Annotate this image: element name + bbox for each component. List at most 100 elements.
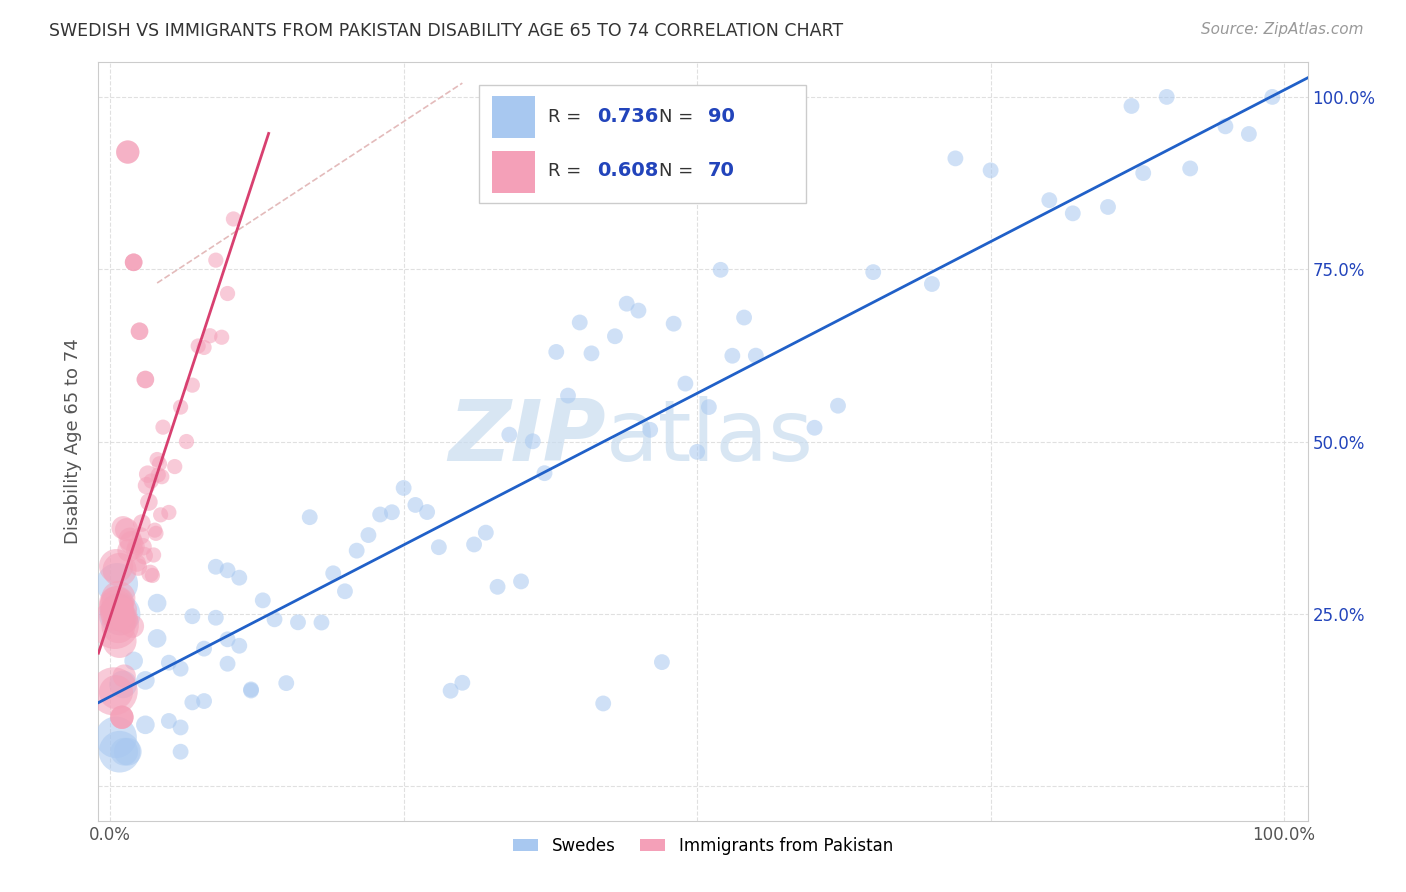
Point	[697, 400, 720, 414]
Point	[1062, 206, 1084, 220]
Point	[603, 329, 626, 343]
Point	[427, 540, 450, 554]
Point	[127, 560, 149, 574]
Point	[498, 427, 520, 442]
Point	[141, 474, 163, 488]
Point	[592, 697, 614, 711]
Point	[120, 532, 142, 546]
Point	[128, 324, 150, 338]
Point	[803, 421, 825, 435]
Point	[105, 607, 128, 621]
Point	[163, 459, 186, 474]
Point	[193, 694, 215, 708]
Point	[733, 310, 755, 325]
Point	[217, 286, 239, 301]
Point	[117, 145, 139, 159]
Point	[1097, 200, 1119, 214]
Point	[451, 675, 474, 690]
Point	[510, 574, 533, 589]
Point	[651, 655, 673, 669]
Point	[217, 657, 239, 671]
Point	[117, 745, 139, 759]
Point	[1261, 90, 1284, 104]
Point	[240, 682, 263, 697]
Point	[204, 253, 226, 268]
Point	[105, 599, 128, 614]
Point	[181, 695, 204, 709]
Point	[139, 566, 162, 581]
Point	[108, 607, 131, 622]
Point	[187, 339, 209, 353]
Point	[176, 434, 198, 449]
Point	[134, 372, 156, 386]
Point	[146, 632, 169, 646]
Point	[122, 255, 145, 269]
Point	[111, 710, 134, 724]
Point	[181, 378, 204, 392]
Point	[745, 349, 768, 363]
Point	[107, 591, 129, 605]
Point	[121, 619, 143, 633]
Point	[115, 523, 138, 537]
Point	[114, 602, 136, 616]
Point	[211, 330, 233, 344]
Point	[145, 526, 167, 541]
Point	[827, 399, 849, 413]
Point	[148, 467, 170, 482]
Point	[181, 609, 204, 624]
Point	[1237, 127, 1260, 141]
Point	[463, 537, 485, 551]
Point	[686, 445, 709, 459]
Point	[198, 328, 221, 343]
Point	[152, 420, 174, 434]
Point	[222, 211, 245, 226]
Point	[945, 152, 967, 166]
Point	[108, 634, 131, 648]
Point	[117, 145, 139, 159]
Point	[141, 568, 163, 582]
Point	[533, 466, 555, 480]
Point	[105, 596, 128, 610]
Point	[122, 654, 145, 668]
Point	[228, 639, 250, 653]
Point	[105, 685, 128, 699]
Point	[105, 559, 128, 574]
Point	[146, 452, 169, 467]
Point	[124, 543, 146, 558]
Point	[112, 745, 135, 759]
Point	[157, 656, 180, 670]
Point	[228, 571, 250, 585]
Point	[333, 584, 356, 599]
Point	[322, 566, 344, 581]
Point	[1180, 161, 1202, 176]
Point	[142, 548, 165, 562]
Point	[111, 610, 134, 624]
Point	[346, 543, 368, 558]
Point	[404, 498, 426, 512]
Point	[112, 669, 135, 683]
Point	[439, 683, 461, 698]
Point	[107, 619, 129, 633]
Point	[138, 495, 160, 509]
Point	[581, 346, 603, 360]
Point	[143, 523, 166, 537]
Point	[1121, 99, 1143, 113]
Point	[103, 684, 125, 698]
Point	[112, 521, 135, 535]
Point	[193, 340, 215, 354]
Point	[357, 528, 380, 542]
Point	[1038, 193, 1060, 207]
Text: Source: ZipAtlas.com: Source: ZipAtlas.com	[1201, 22, 1364, 37]
Point	[392, 481, 415, 495]
Point	[112, 615, 135, 629]
Point	[122, 255, 145, 269]
Point	[721, 349, 744, 363]
Point	[111, 710, 134, 724]
Point	[1156, 90, 1178, 104]
Point	[134, 549, 156, 563]
Point	[287, 615, 309, 630]
Point	[131, 516, 153, 530]
Point	[638, 423, 661, 437]
Point	[111, 710, 134, 724]
Point	[169, 400, 191, 414]
